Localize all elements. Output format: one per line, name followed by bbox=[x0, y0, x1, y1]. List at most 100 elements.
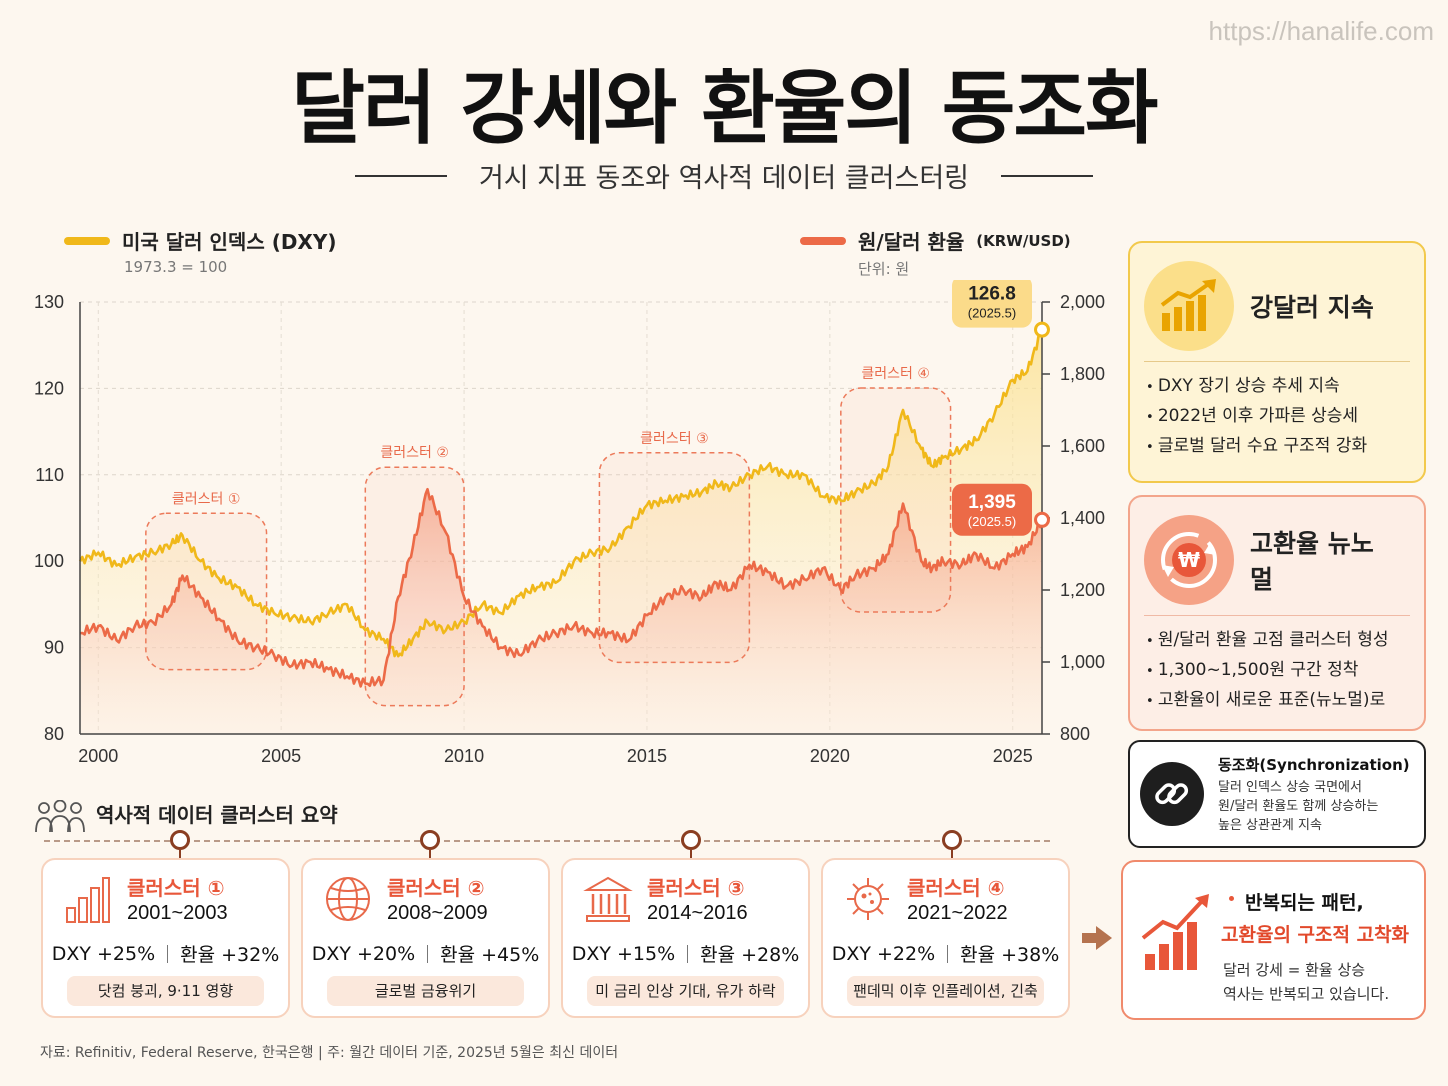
list-item: 글로벌 달러 수요 구조적 강화 bbox=[1146, 432, 1408, 462]
list-item: 2022년 이후 가파른 상승세 bbox=[1146, 402, 1408, 432]
cluster-label: 클러스터 ① bbox=[172, 491, 241, 507]
cluster-name: 클러스터 ① bbox=[127, 876, 225, 900]
cluster-label: 클러스터 ② bbox=[380, 445, 449, 461]
cluster-years: 2021~2022 bbox=[907, 902, 1008, 924]
list-item: 고환율이 새로운 표준(뉴노멀)로 bbox=[1146, 686, 1408, 716]
x-tick-label: 2005 bbox=[261, 746, 301, 766]
timeline-dot bbox=[170, 830, 190, 850]
timeline-dot bbox=[420, 830, 440, 850]
legend-dxy-sub: 1973.3 = 100 bbox=[124, 258, 228, 276]
cluster-label: 클러스터 ③ bbox=[640, 431, 709, 447]
divider bbox=[947, 944, 949, 963]
cluster-card-1: 클러스터 ① 2001~2003 DXY +25% 환율 +32% 닷컴 붕괴,… bbox=[41, 858, 290, 1018]
page-title: 달러 강세와 환율의 동조화 bbox=[291, 62, 1158, 155]
dual-axis-line-chart: 클러스터 ① 클러스터 ② 클러스터 ③ 클러스터 ④ 130 120 110 100 90 8… bbox=[34, 280, 1105, 766]
y-left-tick-label: 100 bbox=[34, 551, 64, 571]
cluster-dxy-change: DXY +20% bbox=[311, 942, 416, 965]
cluster-dxy-change: DXY +25% bbox=[51, 942, 156, 965]
card-sync-line: 달러 인덱스 상승 국면에서 bbox=[1218, 779, 1362, 795]
summary-title: 역사적 데이터 클러스터 요약 bbox=[96, 803, 338, 827]
divider bbox=[687, 944, 689, 963]
legend-krw-unit: (KRW/USD) bbox=[976, 231, 1071, 250]
callout-date-dxy: (2025.5) bbox=[968, 306, 1016, 321]
divider bbox=[167, 944, 169, 963]
card-sync-title: 동조화(Synchronization) bbox=[1218, 755, 1410, 774]
x-tick-label: 2025 bbox=[993, 746, 1033, 766]
timeline-dashed-line bbox=[44, 840, 1050, 842]
callout-date-krw: (2025.5) bbox=[968, 514, 1016, 529]
bar-chart-icon bbox=[66, 877, 110, 923]
cluster-krw-change: 환율 +38% bbox=[960, 944, 1060, 966]
y-right-tick-label: 1,400 bbox=[1060, 508, 1105, 528]
cluster-note: 미 금리 인상 기대, 유가 하락 bbox=[587, 976, 784, 1006]
arrow-right-icon bbox=[1082, 926, 1112, 950]
page-subtitle: 거시 지표 동조와 역사적 데이터 클러스터링 bbox=[478, 163, 970, 194]
cluster-card-4: 클러스터 ④ 2021~2022 DXY +22% 환율 +38% 팬데믹 이후… bbox=[821, 858, 1070, 1018]
card-pattern-line: 달러 강세 = 환율 상승 bbox=[1223, 961, 1366, 979]
card-strong-dollar: 강달러 지속 DXY 장기 상승 추세 지속 2022년 이후 가파른 상승세 … bbox=[1128, 241, 1426, 483]
cluster-note: 팬데믹 이후 인플레이션, 긴축 bbox=[847, 976, 1044, 1006]
card-pattern-title: 반복되는 패턴, bbox=[1245, 892, 1364, 914]
legend-dxy-swatch bbox=[64, 236, 110, 245]
endpoint-marker-krw bbox=[1034, 511, 1050, 528]
y-left-tick-label: 80 bbox=[44, 724, 64, 744]
callout-value-krw: 1,395 bbox=[968, 492, 1016, 513]
footer-source: 자료: Refinitiv, Federal Reserve, 한국은행 | 주… bbox=[40, 1045, 619, 1061]
cluster-stats: DXY +20% 환율 +45% bbox=[303, 940, 548, 967]
y-right-tick-label: 1,200 bbox=[1060, 580, 1105, 600]
callout-value-dxy: 126.8 bbox=[968, 284, 1016, 305]
card-high-fx-head: ₩ 고환율 뉴노멀 bbox=[1144, 497, 1410, 616]
subtitle-row: 거시 지표 동조와 역사적 데이터 클러스터링 bbox=[0, 156, 1448, 195]
y-left-tick-label: 110 bbox=[35, 465, 64, 485]
bullet-dot bbox=[1229, 896, 1234, 901]
legend-krw-sub: 단위: 원 bbox=[858, 260, 910, 278]
link-icon bbox=[1140, 762, 1204, 826]
legend-krw-label: 원/달러 환율 bbox=[858, 230, 965, 254]
cluster-note: 닷컴 붕괴, 9·11 영향 bbox=[67, 976, 264, 1006]
card-strong-dollar-list: DXY 장기 상승 추세 지속 2022년 이후 가파른 상승세 글로벌 달러 … bbox=[1130, 362, 1424, 462]
timeline-stem bbox=[179, 850, 181, 862]
callout-box-krw bbox=[952, 483, 1032, 536]
x-tick-label: 2020 bbox=[810, 746, 850, 766]
cluster-box bbox=[598, 452, 751, 664]
y-right-tick-label: 2,000 bbox=[1060, 292, 1105, 312]
won-exchange-icon: ₩ bbox=[1144, 515, 1234, 605]
legend-dxy-label: 미국 달러 인덱스 (DXY) bbox=[122, 230, 337, 254]
timeline-dot bbox=[942, 830, 962, 850]
list-item: 원/달러 환율 고점 클러스터 형성 bbox=[1146, 626, 1408, 656]
watermark: https://hanalife.com bbox=[1208, 16, 1434, 46]
card-strong-dollar-head: 강달러 지속 bbox=[1144, 243, 1410, 362]
card-pattern-highlight: 고환율의 구조적 고착화 bbox=[1221, 924, 1410, 946]
x-tick-label: 2010 bbox=[444, 746, 484, 766]
card-high-fx: ₩ 고환율 뉴노멀 원/달러 환율 고점 클러스터 형성 1,300~1,500… bbox=[1128, 495, 1426, 731]
card-sync-line: 원/달러 환율도 함께 상승하는 bbox=[1218, 798, 1379, 814]
cluster-name: 클러스터 ④ bbox=[907, 876, 1005, 900]
card-strong-dollar-title: 강달러 지속 bbox=[1250, 293, 1374, 322]
cluster-label: 클러스터 ④ bbox=[861, 366, 930, 382]
x-tick-label: 2015 bbox=[627, 746, 667, 766]
cluster-krw-change: 환율 +28% bbox=[700, 944, 800, 966]
card-sync-line: 높은 상관관계 지속 bbox=[1218, 817, 1322, 833]
cluster-dxy-change: DXY +22% bbox=[831, 942, 936, 965]
legend-krw: 원/달러 환율 (KRW/USD) bbox=[800, 226, 1071, 255]
y-right-tick-label: 1,800 bbox=[1060, 364, 1105, 384]
card-high-fx-list: 원/달러 환율 고점 클러스터 형성 1,300~1,500원 구간 정착 고환… bbox=[1130, 616, 1424, 716]
cluster-krw-change: 환율 +32% bbox=[180, 944, 280, 966]
cluster-years: 2014~2016 bbox=[647, 902, 748, 924]
y-left-tick-label: 120 bbox=[34, 378, 64, 398]
cluster-card-2: 클러스터 ② 2008~2009 DXY +20% 환율 +45% 글로벌 금융… bbox=[301, 858, 550, 1018]
timeline-stem bbox=[690, 850, 692, 862]
legend-dxy: 미국 달러 인덱스 (DXY) bbox=[64, 226, 336, 255]
endpoint-marker-dxy bbox=[1034, 321, 1050, 338]
trend-up-icon bbox=[1144, 261, 1234, 351]
card-synchronization: 동조화(Synchronization) 달러 인덱스 상승 국면에서 원/달러… bbox=[1128, 740, 1426, 848]
y-right-tick-label: 1,600 bbox=[1060, 436, 1105, 456]
subtitle-rule-left bbox=[354, 174, 447, 177]
cluster-dxy-change: DXY +15% bbox=[571, 942, 676, 965]
legend-krw-swatch bbox=[800, 236, 846, 245]
cluster-krw-change: 환율 +45% bbox=[440, 944, 540, 966]
cluster-box bbox=[840, 387, 952, 613]
rising-bars-icon bbox=[1141, 894, 1209, 970]
x-tick-label: 2000 bbox=[78, 746, 118, 766]
list-item: 1,300~1,500원 구간 정착 bbox=[1146, 656, 1408, 686]
